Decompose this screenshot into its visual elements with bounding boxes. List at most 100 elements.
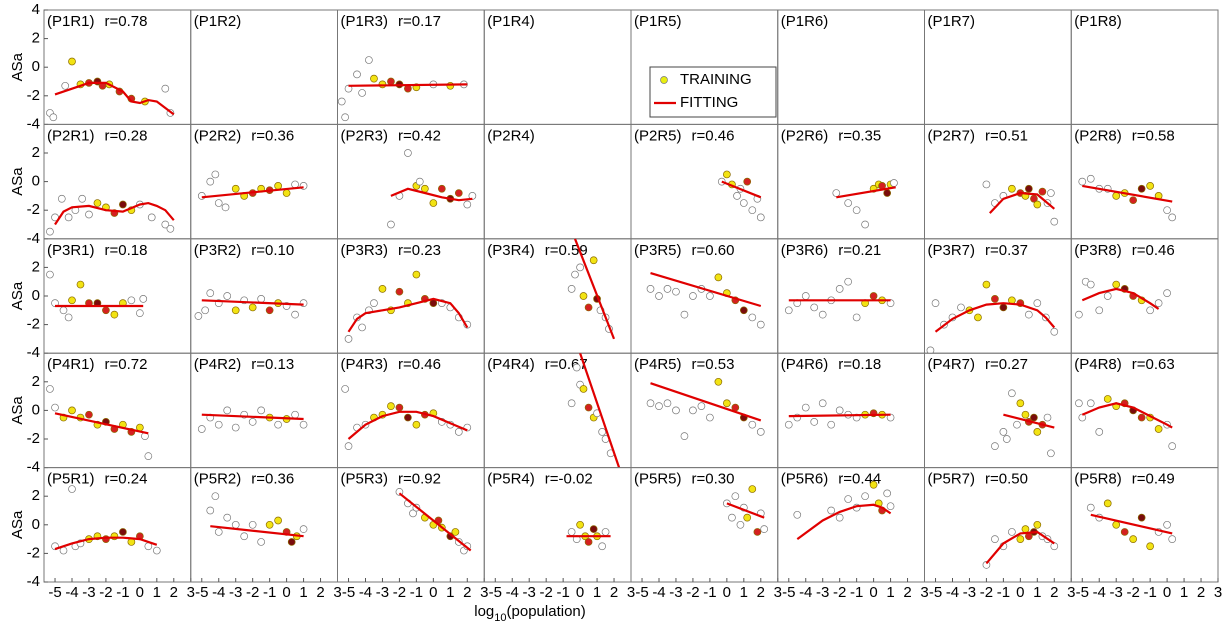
x-tick-label: -1 <box>997 584 1010 601</box>
y-axis-label: ASa <box>9 510 26 539</box>
panel-label: (P2R4) <box>487 127 535 144</box>
training-point <box>784 420 793 429</box>
training-point <box>1163 206 1171 215</box>
training-point <box>572 363 581 372</box>
training-point <box>1146 542 1154 551</box>
panel-label: (P4R8) r=0.63 <box>1074 356 1174 373</box>
y-tick-label: 2 <box>32 144 40 161</box>
panel-plot <box>567 353 621 468</box>
training-point <box>1112 280 1121 289</box>
y-tick-label: -2 <box>27 316 40 333</box>
training-point <box>299 420 308 429</box>
training-point <box>982 280 991 289</box>
r-value: r=0.27 <box>985 356 1028 373</box>
panel-plot <box>784 277 895 322</box>
panel-plot <box>646 377 765 440</box>
training-point <box>793 510 802 519</box>
training-point <box>265 306 274 315</box>
training-point <box>1095 428 1104 436</box>
training-point <box>344 335 353 343</box>
panel-id: (P3R3) <box>341 242 389 259</box>
x-tick-label: -5 <box>489 584 502 601</box>
y-tick-label: 0 <box>32 173 40 190</box>
training-point <box>672 406 680 415</box>
training-point <box>982 180 991 189</box>
x-tick-label: -4 <box>1093 584 1106 601</box>
training-point <box>46 270 54 279</box>
fit-line <box>54 81 175 116</box>
panel-id: (P4R8) <box>1074 356 1122 373</box>
training-point <box>1030 413 1038 422</box>
y-tick-label: -4 <box>27 459 40 476</box>
panel-id: (P4R7) <box>928 356 976 373</box>
panel-id: (P3R8) <box>1074 242 1122 259</box>
panel-plot <box>1075 395 1177 450</box>
training-point <box>689 406 697 415</box>
x-tick-label: 2 <box>903 584 911 601</box>
panel-label: (P4R5) r=0.53 <box>634 356 734 373</box>
x-tick-label: -2 <box>393 584 406 601</box>
x-tick-label: 3 <box>1067 584 1075 601</box>
fit-line <box>54 412 149 435</box>
training-point <box>197 192 206 200</box>
x-tick-label: -5 <box>929 584 942 601</box>
panel-id: (P5R5) <box>634 471 682 488</box>
training-point <box>231 306 240 315</box>
fit-line <box>985 530 1055 565</box>
fit-line <box>934 302 1056 333</box>
panel-plot <box>341 385 472 450</box>
training-point <box>832 189 841 197</box>
training-point <box>1146 182 1154 190</box>
training-point <box>1086 503 1095 512</box>
panel-label: (P5R6) r=0.44 <box>781 471 881 488</box>
training-point <box>576 520 584 529</box>
training-point <box>463 200 472 209</box>
training-point <box>46 385 54 393</box>
training-point <box>1050 217 1059 226</box>
training-point <box>1146 306 1154 315</box>
training-point <box>1016 399 1025 408</box>
y-tick-label: -4 <box>27 115 40 132</box>
training-point <box>1043 413 1052 422</box>
panel-label: (P4R1) r=0.72 <box>47 356 147 373</box>
fit-line <box>573 238 616 340</box>
r-value: r=0.53 <box>692 356 735 373</box>
training-point <box>206 506 215 515</box>
training-point <box>991 442 999 450</box>
panel-plot <box>566 520 611 551</box>
panel-label: (P1R5) <box>634 13 682 30</box>
x-tick-label: -2 <box>540 584 553 601</box>
training-point <box>723 170 731 179</box>
panel-id: (P4R3) <box>341 356 389 373</box>
training-point <box>370 299 378 307</box>
training-point <box>810 303 819 312</box>
training-point <box>85 410 93 419</box>
training-point <box>211 492 220 501</box>
panel-plot <box>1086 499 1177 551</box>
training-point <box>1129 535 1138 543</box>
training-point <box>409 509 417 518</box>
panel-plot <box>646 272 765 329</box>
panel-plot <box>991 389 1055 458</box>
training-point <box>110 310 119 319</box>
training-point <box>265 520 274 529</box>
panel-label: (P3R5) r=0.60 <box>634 242 734 259</box>
r-value: r=0.42 <box>398 127 441 144</box>
training-point <box>567 285 576 293</box>
panel-plot <box>567 238 616 340</box>
y-tick-label: 2 <box>32 258 40 275</box>
panel-id: (P1R4) <box>487 13 535 30</box>
x-tick-label: 0 <box>1163 584 1171 601</box>
training-point <box>1168 442 1177 450</box>
training-point <box>598 542 607 551</box>
training-point <box>1154 299 1163 307</box>
training-point <box>93 199 102 207</box>
panel-id: (P1R8) <box>1074 13 1122 30</box>
training-point <box>1075 310 1083 319</box>
panel-label: (P3R4) r=0.59 <box>487 242 587 259</box>
training-point <box>926 346 935 354</box>
training-point <box>1095 306 1104 315</box>
training-point <box>197 425 206 433</box>
y-tick-label: -2 <box>27 544 40 561</box>
panel-plot <box>344 270 472 343</box>
